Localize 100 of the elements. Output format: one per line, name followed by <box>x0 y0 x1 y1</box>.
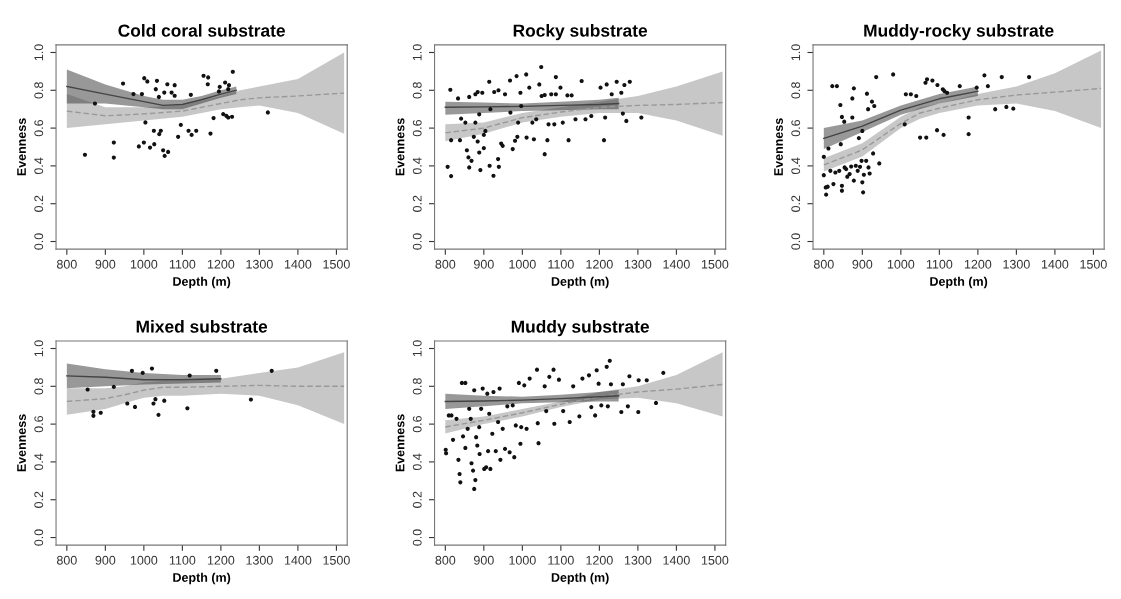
y-tick-label: 0.6 <box>34 415 44 433</box>
y-tick-label: 1.0 <box>412 340 422 357</box>
x-tick-label: 800 <box>435 555 456 565</box>
y-tick-label: 0.4 <box>412 453 422 471</box>
x-axis-title: Depth (m) <box>551 276 609 289</box>
chart-title: Cold coral substrate <box>118 24 285 37</box>
x-axis-title: Depth (m) <box>551 572 609 585</box>
x-tick-label: 1500 <box>323 555 350 565</box>
point <box>223 80 228 85</box>
point <box>269 368 274 373</box>
point <box>248 397 253 402</box>
x-tick-label: 1500 <box>1080 259 1107 269</box>
line-series <box>823 87 1102 166</box>
point <box>154 78 160 83</box>
point <box>158 128 163 133</box>
y-tick-label: 0.8 <box>791 82 801 99</box>
point <box>201 73 206 78</box>
line-series <box>66 92 345 117</box>
x-tick-label: 1200 <box>586 555 613 565</box>
point <box>162 153 167 158</box>
x-tick-label: 1200 <box>964 259 992 269</box>
y-tick-label: 0.8 <box>412 82 422 99</box>
y-tick-label: 0.6 <box>412 119 422 137</box>
x-tick-label: 900 <box>852 259 873 269</box>
point <box>206 75 211 80</box>
x-tick-label: 900 <box>474 555 494 565</box>
point <box>151 401 156 406</box>
point <box>131 91 136 97</box>
y-tick-label: 0.4 <box>412 157 422 175</box>
y-tick-label: 0.0 <box>34 233 44 250</box>
x-tick-label: 1400 <box>284 555 312 565</box>
point <box>166 149 171 154</box>
x-tick-label: 1000 <box>887 259 915 269</box>
x-tick-label: 1500 <box>701 259 729 269</box>
x-tick-label: 1000 <box>509 555 536 565</box>
x-tick-label: 800 <box>56 259 77 269</box>
point <box>265 110 270 115</box>
x-tick-label: 1200 <box>586 259 613 269</box>
point <box>142 76 147 81</box>
y-tick-label: 1.0 <box>412 44 422 61</box>
point <box>165 82 170 87</box>
x-tick-label: 1500 <box>701 555 729 565</box>
point <box>194 128 199 133</box>
x-tick-label: 1100 <box>169 259 196 269</box>
x-tick-label: 1400 <box>663 259 690 269</box>
point <box>226 87 231 92</box>
point <box>147 145 153 150</box>
y-tick-label: 0.6 <box>34 119 44 137</box>
x-tick-label: 1200 <box>207 555 235 565</box>
y-tick-label: 0.0 <box>791 233 801 250</box>
y-tick-label: 0.0 <box>412 529 422 546</box>
y-tick-label: 0.6 <box>791 119 801 137</box>
point <box>214 368 219 373</box>
point <box>186 128 191 133</box>
point <box>82 152 88 157</box>
line-series <box>444 101 724 134</box>
point <box>216 89 222 94</box>
y-tick-label: 1.0 <box>791 44 801 61</box>
x-tick-label: 1000 <box>509 259 536 269</box>
point <box>162 90 167 95</box>
y-tick-label: 0.4 <box>791 157 801 175</box>
y-tick-label: 0.8 <box>34 378 44 395</box>
x-tick-label: 1100 <box>548 555 574 565</box>
x-tick-label: 1400 <box>284 259 312 269</box>
line-series <box>66 384 345 403</box>
point <box>91 409 96 414</box>
x-tick-label: 1300 <box>246 555 273 565</box>
point <box>226 83 232 88</box>
x-tick-label: 1000 <box>130 259 158 269</box>
point <box>129 368 134 373</box>
x-tick-label: 800 <box>56 555 77 565</box>
chart-title: Mixed substrate <box>136 320 268 333</box>
y-tick-label: 0.4 <box>34 157 44 175</box>
point <box>172 83 177 88</box>
y-axis-title: Evenness <box>395 414 405 472</box>
x-tick-label: 1300 <box>624 555 652 565</box>
x-tick-label: 1200 <box>207 259 235 269</box>
chart-title: Muddy-rocky substrate <box>864 24 1054 41</box>
point <box>152 142 157 147</box>
y-axis-title: Evenness <box>17 414 26 472</box>
chart-title: Rocky substrate <box>513 24 648 41</box>
point <box>145 79 150 84</box>
point <box>229 114 235 119</box>
x-tick-label: 900 <box>95 555 116 565</box>
x-tick-label: 800 <box>435 259 456 269</box>
y-tick-label: 1.0 <box>34 340 44 357</box>
x-axis-title: Depth (m) <box>173 572 231 585</box>
x-tick-label: 1400 <box>663 555 690 565</box>
point <box>149 366 155 371</box>
point <box>189 132 194 137</box>
point <box>136 144 141 149</box>
x-tick-label: 900 <box>474 259 494 269</box>
x-tick-label: 1300 <box>246 259 273 269</box>
point <box>205 82 210 87</box>
y-axis-title: Evenness <box>395 118 405 176</box>
x-tick-label: 1100 <box>548 259 574 269</box>
y-tick-label: 0.2 <box>412 195 422 212</box>
x-tick-label: 900 <box>95 259 116 269</box>
y-tick-label: 0.6 <box>412 415 422 433</box>
point <box>161 148 166 153</box>
